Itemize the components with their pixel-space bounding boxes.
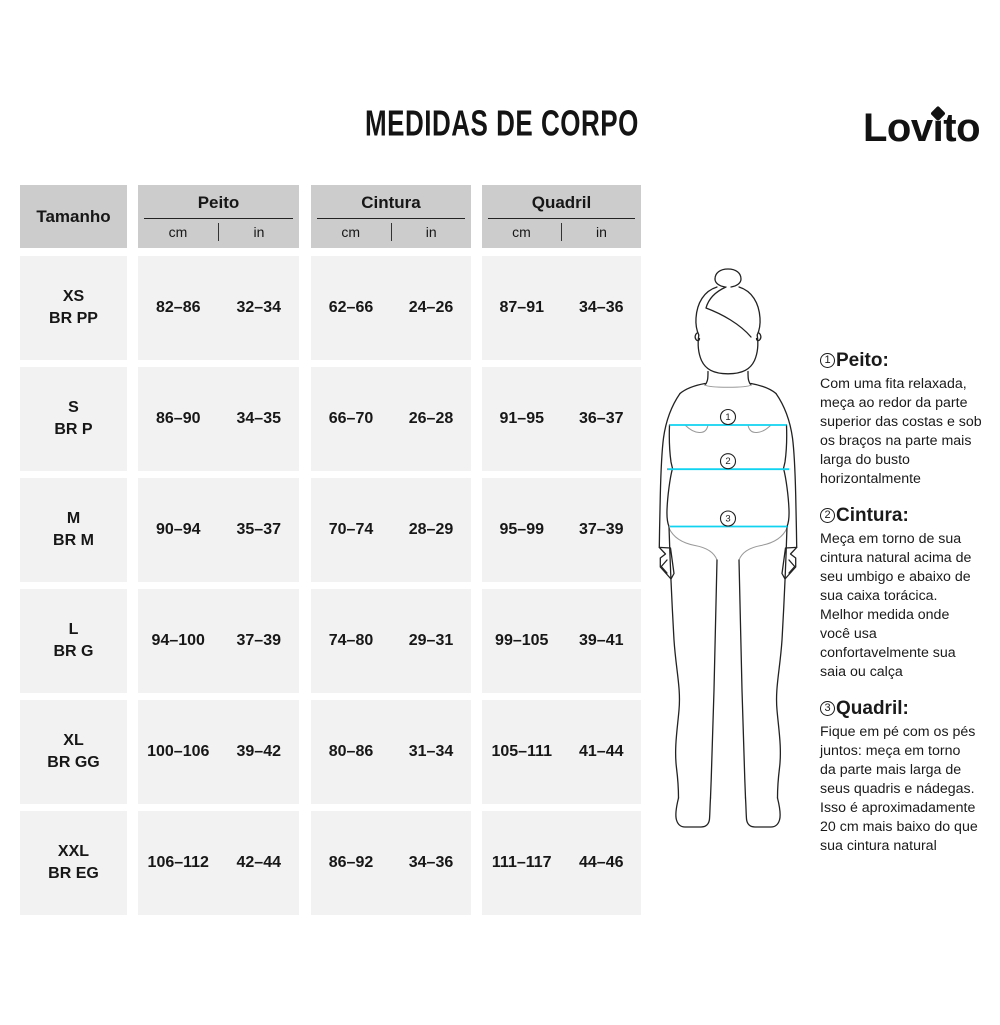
svg-text:3: 3	[725, 514, 730, 525]
svg-text:1: 1	[725, 412, 730, 423]
svg-text:2: 2	[725, 456, 730, 467]
